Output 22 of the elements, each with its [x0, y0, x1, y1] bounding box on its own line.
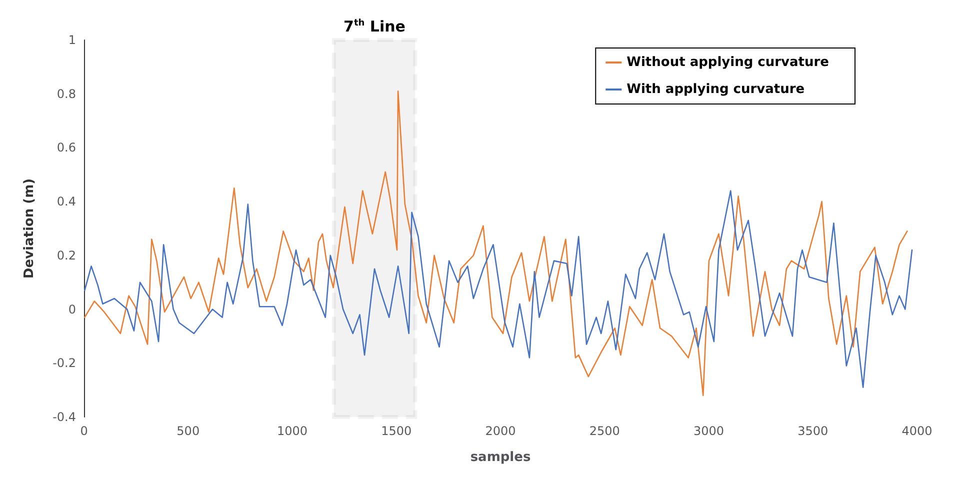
- x-tick-label: 3500: [798, 424, 828, 438]
- x-tick-label: 2000: [485, 424, 516, 438]
- x-tick-label: 0: [80, 424, 88, 438]
- x-axis-title: samples: [470, 450, 531, 465]
- line-series: [84, 190, 913, 388]
- y-tick-label: 1: [68, 33, 76, 47]
- x-tick-label: 500: [176, 424, 200, 438]
- legend-label: Without applying curvature: [626, 55, 830, 70]
- x-tick-label: 2500: [589, 424, 620, 438]
- y-tick-label: 0: [68, 302, 76, 316]
- x-tick-label: 4000: [902, 424, 932, 438]
- y-tick-label: 0.2: [56, 248, 76, 262]
- x-tick-label: 1500: [381, 424, 412, 438]
- y-axis-title: Deviation (m): [22, 178, 37, 279]
- x-tick-label: 1000: [276, 424, 308, 438]
- y-tick-label: -0.4: [52, 410, 76, 424]
- y-tick-label: 0.6: [56, 140, 76, 155]
- x-tick-label: 3000: [693, 424, 724, 438]
- legend-label: With applying curvature: [626, 82, 805, 97]
- y-tick-label: 0.8: [56, 86, 76, 101]
- y-tick-label: -0.2: [52, 356, 76, 370]
- y-tick-label: 0.4: [56, 194, 76, 209]
